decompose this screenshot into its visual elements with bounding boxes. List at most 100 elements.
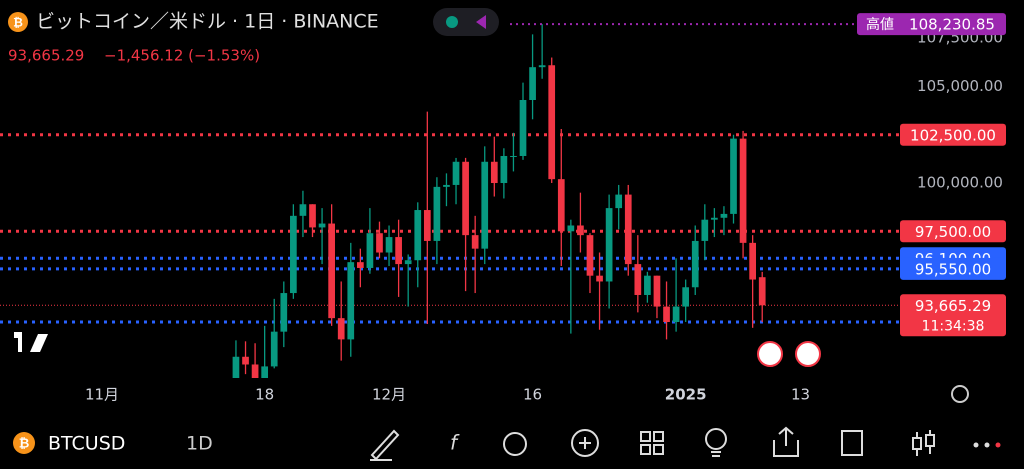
last-price: 93,665.29 xyxy=(8,47,84,65)
candle-body xyxy=(615,194,623,209)
x-tick-label: 16 xyxy=(523,386,542,404)
candle-body xyxy=(443,184,450,187)
symbol[interactable]: BTCUSD xyxy=(48,433,125,455)
candle-body xyxy=(739,138,747,243)
level-label-bg xyxy=(900,257,1006,280)
candle-body xyxy=(730,138,737,214)
candle-body xyxy=(711,217,718,220)
event-flags xyxy=(757,341,821,367)
candle-body xyxy=(538,65,546,68)
candle-body xyxy=(663,306,670,323)
candle-body xyxy=(481,161,489,249)
candle-body xyxy=(471,235,479,249)
layout-icon[interactable] xyxy=(640,431,651,442)
chart-type-icon xyxy=(925,434,935,447)
level-label: 102,500.00 xyxy=(910,126,996,144)
candle-body xyxy=(682,287,690,307)
candle-body xyxy=(634,264,642,295)
settings-icon[interactable] xyxy=(951,385,969,403)
candle-body xyxy=(577,225,584,236)
symbol-glyph: ₿ xyxy=(19,437,30,452)
candle-body xyxy=(232,356,240,378)
more-icon xyxy=(995,442,1001,448)
candle-body xyxy=(251,364,259,378)
candle-body xyxy=(653,275,661,307)
candle-body xyxy=(548,65,556,180)
overlay: ₿ ビットコイン／米ドル · 1日 · BINANCE 93,665.29 −1… xyxy=(8,8,969,403)
candle-body xyxy=(299,204,307,216)
candle-body xyxy=(624,194,632,265)
candle-body xyxy=(596,275,603,282)
x-tick-label: 12月 xyxy=(372,386,406,404)
y-tick-label: 100,000.00 xyxy=(917,174,1003,192)
candle-body xyxy=(414,210,422,261)
candle-body xyxy=(261,366,269,378)
candle-body xyxy=(758,277,766,306)
add-icon[interactable] xyxy=(571,429,599,457)
indicator-icon[interactable]: f xyxy=(450,431,460,455)
ideas-icon xyxy=(711,451,721,457)
candle-body xyxy=(691,240,699,288)
add-icon xyxy=(579,437,591,449)
candle-body xyxy=(423,210,431,241)
last-price-label: 93,665.29 xyxy=(915,297,991,315)
candle-body xyxy=(510,155,517,157)
candle-body xyxy=(242,356,249,365)
chart-title: ビットコイン／米ドル · 1日 · BINANCE xyxy=(36,11,379,33)
candle-body xyxy=(519,100,527,156)
candle-body xyxy=(280,293,288,332)
candle-body xyxy=(701,219,709,241)
last-price-bg xyxy=(900,294,1006,337)
ideas-icon[interactable] xyxy=(705,428,727,450)
indicator-pill[interactable] xyxy=(433,8,499,36)
candle-body xyxy=(318,223,326,228)
level-label-bg xyxy=(900,123,1006,146)
toolbar: ₿ BTCUSD 1D f xyxy=(13,426,1001,461)
candle-body xyxy=(356,262,364,268)
candle-body xyxy=(337,318,345,340)
x-tick-label: 18 xyxy=(255,386,274,404)
candle-body xyxy=(462,161,469,236)
candle-body xyxy=(376,233,383,253)
symbol-icon xyxy=(13,432,35,454)
candle-body xyxy=(395,237,402,265)
y-tick-label: 105,000.00 xyxy=(917,77,1003,95)
event-flag[interactable] xyxy=(795,341,821,367)
candle-body xyxy=(309,204,316,228)
candle-body xyxy=(366,233,374,268)
candle-body xyxy=(672,306,680,323)
chart-type-icon xyxy=(912,437,922,450)
candle-body xyxy=(404,260,412,265)
tv-logo xyxy=(18,338,22,352)
level-label: 97,500.00 xyxy=(915,223,991,241)
candle-body xyxy=(433,186,441,241)
coin-icon xyxy=(8,12,28,32)
event-flag[interactable] xyxy=(757,341,783,367)
layout-icon xyxy=(653,444,664,455)
high-badge-label: 高値 xyxy=(866,16,894,33)
high-badge-bg xyxy=(857,13,1006,36)
interval[interactable]: 1D xyxy=(186,433,213,455)
candle-body xyxy=(644,275,651,295)
candle-body xyxy=(347,262,355,340)
candle-body xyxy=(500,155,508,184)
status-dot xyxy=(446,16,458,28)
share-button[interactable] xyxy=(773,426,799,457)
alert-icon[interactable] xyxy=(503,432,527,456)
x-tick-label: 11月 xyxy=(85,386,119,404)
layout-icon xyxy=(640,444,651,455)
candle-body xyxy=(749,242,756,280)
candle-body xyxy=(328,223,335,319)
plot-area xyxy=(0,24,900,378)
candle-body xyxy=(557,179,565,232)
candle-body xyxy=(567,225,575,232)
news-icon[interactable] xyxy=(841,430,863,456)
candle-body xyxy=(270,331,278,367)
draw-tool-icon[interactable] xyxy=(370,429,400,461)
price-change: −1,456.12 (−1.53%) xyxy=(104,47,260,65)
coin-symbol: ₿ xyxy=(13,16,23,30)
more-icon[interactable] xyxy=(973,442,979,448)
x-tick-label: 2025 xyxy=(665,386,707,404)
